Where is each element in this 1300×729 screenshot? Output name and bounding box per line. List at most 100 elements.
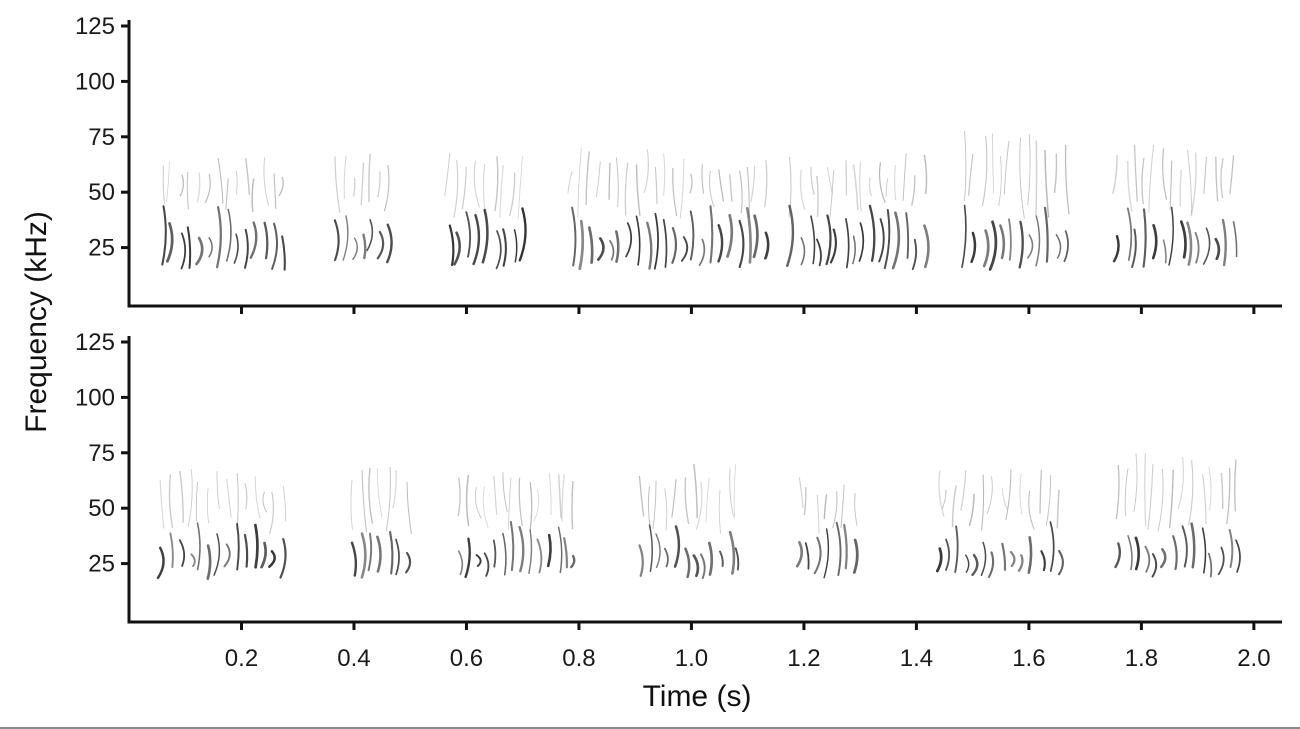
harmonic-trace: [1186, 149, 1193, 215]
fundamental-sweep: [180, 232, 187, 270]
fundamental-sweep: [502, 532, 507, 576]
harmonic-trace: [1039, 469, 1043, 514]
fundamental-sweep: [223, 543, 231, 568]
fundamental-sweep: [1001, 542, 1007, 571]
harmonic-trace: [493, 475, 498, 515]
fundamental-sweep: [208, 237, 213, 258]
x-tick-label: 0.2: [225, 645, 258, 672]
fundamental-sweep: [673, 525, 681, 568]
harmonic-trace: [461, 166, 467, 210]
fundamental-sweep: [935, 547, 943, 573]
fundamental-sweep: [1049, 521, 1055, 572]
harmonic-trace: [502, 472, 508, 512]
harmonic-trace: [195, 481, 198, 522]
fundamental-sweep: [823, 528, 830, 579]
call-bout: [333, 153, 393, 264]
y-tick-label: 125: [75, 13, 115, 40]
fundamental-sweep: [646, 221, 653, 270]
fundamental-sweep: [970, 231, 977, 264]
fundamental-sweep: [518, 526, 525, 573]
fundamental-sweep: [734, 547, 740, 571]
fundamental-sweep: [502, 228, 507, 267]
harmonic-trace: [964, 130, 967, 202]
harmonic-trace: [878, 162, 886, 203]
call-bout: [1114, 453, 1241, 578]
harmonic-trace: [981, 474, 985, 531]
harmonic-trace: [832, 491, 838, 529]
fundamental-sweep: [852, 235, 856, 265]
harmonic-trace: [845, 160, 848, 196]
harmonic-trace: [179, 470, 184, 523]
fundamental-sweep: [483, 552, 490, 577]
harmonic-trace: [595, 161, 601, 198]
harmonic-trace: [1188, 460, 1194, 526]
x-tick-label: 0.8: [562, 645, 595, 672]
harmonic-trace: [733, 463, 737, 519]
fundamental-sweep: [726, 213, 734, 258]
harmonic-trace: [1147, 464, 1154, 530]
fundamental-sweep: [653, 212, 659, 270]
fundamental-sweep: [587, 226, 594, 264]
harmonic-trace: [1028, 490, 1035, 530]
harmonic-trace: [1056, 489, 1060, 529]
harmonic-trace: [1148, 144, 1155, 213]
fundamental-sweep: [982, 229, 990, 268]
harmonic-trace: [571, 481, 574, 530]
harmonic-trace: [643, 149, 649, 193]
harmonic-trace: [967, 153, 974, 196]
harmonic-trace: [273, 173, 277, 209]
fundamental-sweep: [263, 221, 269, 260]
fundamental-sweep: [1151, 553, 1158, 578]
y-tick-label: 25: [88, 551, 115, 578]
harmonic-trace: [718, 169, 725, 202]
x-tick-label: 1.4: [900, 645, 933, 672]
harmonic-trace: [885, 178, 889, 197]
harmonic-trace: [216, 471, 220, 509]
fundamental-sweep: [717, 224, 724, 263]
fundamental-sweep: [1232, 220, 1238, 258]
harmonic-trace: [624, 162, 629, 216]
harmonic-trace: [179, 174, 185, 197]
fundamental-sweep: [1228, 528, 1234, 568]
fundamental-sweep: [1142, 208, 1147, 268]
x-tick-label: 2.0: [1237, 645, 1270, 672]
fundamental-sweep: [169, 532, 174, 569]
harmonic-trace: [810, 167, 815, 195]
fundamental-sweep: [858, 222, 865, 262]
harmonic-trace: [548, 472, 552, 516]
harmonic-trace: [1133, 144, 1138, 202]
harmonic-trace: [1133, 453, 1138, 512]
harmonic-trace: [840, 484, 845, 528]
y-axis-title: Frequency (kHz): [20, 211, 53, 433]
fundamental-sweep: [1214, 237, 1221, 261]
fundamental-sweep: [954, 525, 959, 574]
fundamental-sweep: [1126, 207, 1133, 261]
harmonic-trace: [577, 148, 582, 218]
fundamental-sweep: [492, 539, 497, 568]
harmonic-trace: [788, 156, 792, 218]
harmonic-trace: [561, 474, 565, 522]
harmonic-trace: [923, 154, 928, 194]
harmonic-trace: [647, 486, 652, 530]
fundamental-sweep: [376, 230, 385, 260]
fundamental-sweep: [804, 542, 810, 570]
fundamental-sweep: [1194, 231, 1200, 264]
harmonic-trace: [1141, 157, 1145, 205]
fundamental-sweep: [800, 237, 806, 266]
fundamental-sweep: [254, 523, 259, 569]
harmonic-trace: [278, 176, 284, 197]
harmonic-trace: [533, 489, 540, 522]
fundamental-sweep: [625, 222, 633, 258]
fundamental-sweep: [1112, 234, 1120, 263]
fundamental-sweep: [1009, 550, 1016, 568]
fundamental-sweep: [699, 553, 706, 579]
harmonic-trace: [823, 494, 828, 520]
harmonic-trace: [473, 160, 480, 208]
harmonic-trace: [638, 475, 645, 517]
fundamental-sweep: [213, 533, 221, 576]
harmonic-trace: [244, 482, 248, 510]
harmonic-trace: [1124, 468, 1129, 517]
harmonic-trace: [1053, 153, 1058, 194]
fundamental-sweep: [1127, 535, 1133, 571]
harmonic-trace: [217, 157, 224, 204]
